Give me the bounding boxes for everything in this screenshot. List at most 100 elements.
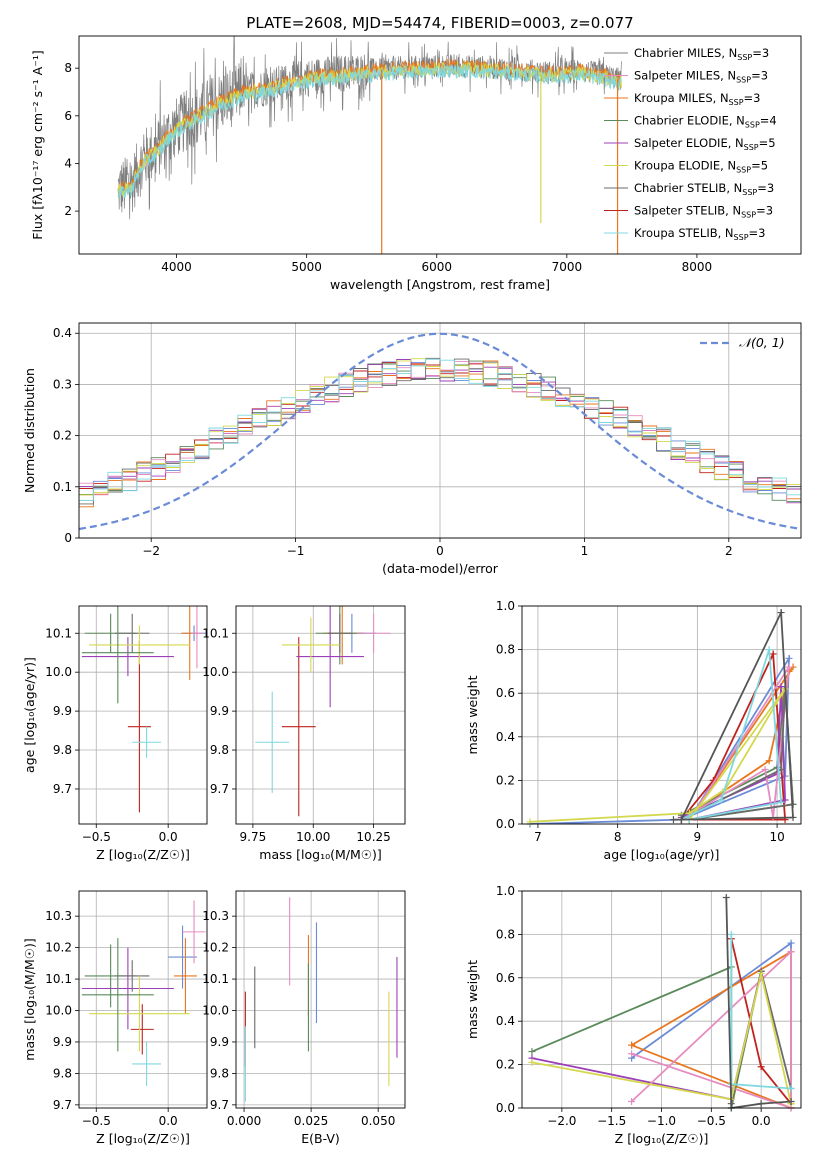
- weight_vs_age-marker-9-4: [677, 816, 685, 824]
- weight_vs_z-marker-8-2: [787, 1084, 795, 1092]
- mass_vs_z-axes-frame: [78, 890, 208, 1109]
- residuals-ytick-label-2: 0.2: [53, 429, 72, 443]
- spectrum-ytick-label-2: 6: [64, 109, 72, 123]
- age_vs_z-ytick-label-1: 9.8: [53, 743, 72, 757]
- spectrum-xtick-label-4: 8000: [682, 260, 713, 274]
- weight_vs_age-marker-0-3: [785, 654, 793, 662]
- residuals-ytick-label-1: 0.1: [53, 480, 72, 494]
- mass_vs_z-xlabel: Z [log₁₀(Z/Z☉)]: [96, 1131, 190, 1146]
- age_vs_z-ytick-label-2: 9.9: [53, 704, 72, 718]
- weight_vs_z-xtick-label-4: 0.0: [752, 1114, 771, 1128]
- weight_vs_z-series-9: [725, 897, 792, 1108]
- weight_vs_age-ytick-label-3: 0.6: [496, 686, 515, 700]
- weight_vs_age-series-0: [529, 654, 791, 824]
- weight_vs_z-marker-9-3: [787, 1097, 795, 1105]
- spectrum-legend-label-4: Salpeter ELODIE, NSSP=5: [634, 136, 776, 152]
- spectrum-legend-label-1: Salpeter MILES, NSSP=3: [634, 69, 768, 85]
- residuals-xtick-label-1: −1: [287, 544, 305, 558]
- spectrum-observed-line: [117, 36, 622, 220]
- weight_vs_age-axes-frame: [521, 605, 802, 825]
- weight_vs_z-ytick-label-0: 0.0: [496, 1101, 515, 1115]
- spectrum-ylabel: Flux [fλ10⁻¹⁷ erg cm⁻² s⁻¹ A⁻¹]: [30, 50, 45, 239]
- age_vs_mass-ytick-label-0: 9.7: [210, 782, 229, 796]
- weight_vs_z-ytick-label-1: 0.2: [496, 1058, 515, 1072]
- residuals-xtick-label-3: 1: [581, 544, 589, 558]
- weight_vs_z-marker-7-2: [757, 969, 765, 977]
- age_vs_z-axes-frame: [78, 605, 208, 825]
- spectrum-legend-label-8: Kroupa STELIB, NSSP=3: [634, 226, 765, 242]
- residual-hist-7: [79, 358, 801, 538]
- mass_vs_z-ytick-label-6: 10.3: [45, 909, 72, 923]
- mass_vs_ebv-xlabel: E(B-V): [301, 1131, 340, 1146]
- mass_vs_z-ytick-label-3: 10.0: [45, 1004, 72, 1018]
- age_vs_mass-axes-frame: [235, 605, 406, 825]
- mass_vs_z-xtick-label-0: −0.5: [82, 1114, 111, 1128]
- residual-hist-8: [79, 358, 801, 538]
- mass_vs_z-ytick-label-1: 9.8: [53, 1066, 72, 1080]
- weight_vs_z-marker-5-0: [628, 1097, 636, 1105]
- mass_vs_z-ytick-label-0: 9.7: [53, 1098, 72, 1112]
- spectrum-legend-label-2: Kroupa MILES, NSSP=3: [634, 91, 760, 107]
- age_vs_mass-xtick-label-1: 10.00: [296, 830, 330, 844]
- age_vs_mass-xtick-label-2: 10.25: [356, 830, 390, 844]
- mass_vs_ebv-axes-frame: [235, 890, 406, 1109]
- age_vs_mass-xlabel: mass [log₁₀(M/M☉)]: [259, 847, 381, 862]
- age_vs_mass-ytick-label-1: 9.8: [210, 743, 229, 757]
- weight_vs_age-xtick-label-2: 9: [694, 830, 702, 844]
- weight_vs_z-marker-9-0: [722, 894, 730, 902]
- weight_vs_z-marker-9-2: [757, 1100, 765, 1108]
- mass_vs_ebv-ytick-label-2: 9.9: [210, 1035, 229, 1049]
- spectrum-legend-label-5: Kroupa ELODIE, NSSP=5: [634, 159, 768, 175]
- spectrum-ytick-label-1: 4: [64, 156, 72, 170]
- age_vs_mass-ytick-label-3: 10.0: [202, 665, 229, 679]
- mass_vs_z-ylabel: mass [log₁₀(M/M☉)]: [22, 938, 37, 1060]
- weight_vs_age-xtick-label-3: 10: [769, 830, 784, 844]
- weight_vs_z-marker-1-3: [628, 1041, 636, 1049]
- weight_vs_age-marker-4-3: [781, 796, 789, 804]
- weight_vs_age-xtick-label-0: 7: [534, 830, 542, 844]
- weight_vs_z-series-5: [630, 949, 792, 1108]
- weight_vs_z-marker-5-3: [628, 1050, 636, 1058]
- age_vs_z-xtick-label-0: −0.5: [82, 830, 111, 844]
- residuals-xlabel: (data-model)/error: [382, 561, 499, 576]
- spectrum-title: PLATE=2608, MJD=54474, FIBERID=0003, z=0…: [246, 14, 633, 32]
- mass_vs_z-ytick-label-5: 10.2: [45, 941, 72, 955]
- weight_vs_age-marker-1-1: [765, 757, 773, 765]
- weight_vs_age-marker-9-2: [777, 609, 785, 617]
- mass_vs_z-ytick-label-4: 10.1: [45, 972, 72, 986]
- residual-legend-label: 𝒩(0, 1): [739, 335, 785, 350]
- weight_vs_z-xlabel: Z [log₁₀(Z/Z☉)]: [615, 1131, 709, 1146]
- weight_vs_z-series-7: [531, 973, 792, 1104]
- weight_vs_age-marker-9-3: [789, 813, 797, 821]
- mass_vs_ebv-ytick-label-5: 10.2: [202, 941, 229, 955]
- weight_vs_z-marker-0-1: [787, 939, 795, 947]
- weight_vs_z-ylabel: mass weight: [465, 960, 480, 1039]
- age_vs_mass-xtick-label-0: 9.75: [240, 830, 267, 844]
- mass_vs_ebv-xtick-label-2: 0.050: [361, 1114, 395, 1128]
- weight_vs_age-marker-9-0: [669, 816, 677, 824]
- weight_vs_z-xtick-label-3: −0.5: [697, 1114, 726, 1128]
- weight_vs_age-marker-8-1: [717, 796, 725, 804]
- age_vs_mass-ytick-label-4: 10.1: [202, 626, 229, 640]
- weight_vs_z-marker-8-0: [727, 930, 735, 938]
- age_vs_z-xtick-label-1: 0.0: [159, 830, 178, 844]
- weight_vs_z-ytick-label-3: 0.6: [496, 971, 515, 985]
- spectrum-ytick-label-0: 2: [64, 204, 72, 218]
- spectrum-model-line-2: [117, 63, 622, 199]
- age_vs_z-ytick-label-4: 10.1: [45, 626, 72, 640]
- spectrum-legend-label-7: Salpeter STELIB, NSSP=3: [634, 204, 773, 220]
- spectrum-xtick-label-3: 7000: [552, 260, 583, 274]
- spectrum-ytick-label-3: 8: [64, 61, 72, 75]
- residuals-ytick-label-4: 0.4: [53, 326, 72, 340]
- spectrum-legend-label-0: Chabrier MILES, NSSP=3: [634, 46, 769, 62]
- mass_vs_ebv-ytick-label-1: 9.8: [210, 1066, 229, 1080]
- residuals-xtick-label-4: 2: [725, 544, 733, 558]
- spectrum-xlabel: wavelength [Angstrom, rest frame]: [330, 277, 550, 292]
- spectrum-model-line-1: [117, 60, 622, 197]
- residuals-ytick-label-3: 0.3: [53, 377, 72, 391]
- weight_vs_age-xtick-label-1: 8: [614, 830, 622, 844]
- residuals-ylabel: Normed distribution: [22, 368, 37, 493]
- weight_vs_age-xlabel: age [log₁₀(age/yr)]: [604, 847, 720, 862]
- age_vs_z-ytick-label-0: 9.7: [53, 782, 72, 796]
